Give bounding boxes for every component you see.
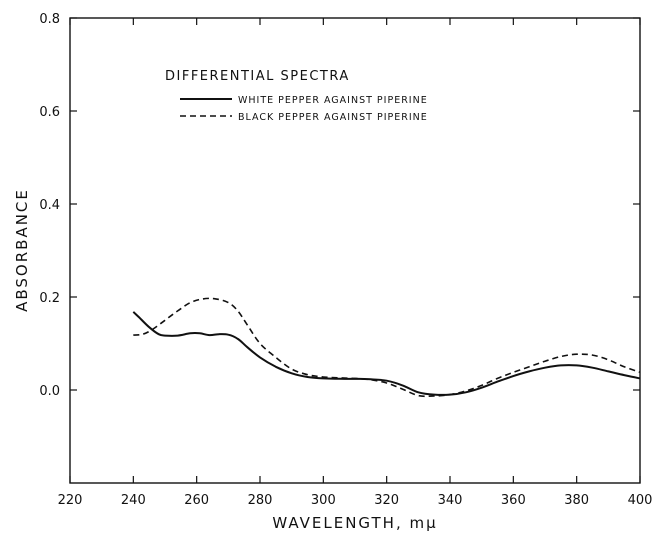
y-axis-label: ABSORBANCE [13,188,31,312]
tick-labels: 220 240 260 280 300 320 340 360 380 400 0.0 0.2 0.4 0… [39,12,652,508]
y-tick-label-0.4: 0.4 [39,198,60,213]
x-tick-label-320: 320 [374,493,399,508]
y-tick-label-0.0: 0.0 [39,384,60,399]
series-layer [132,297,641,398]
x-tick-label-360: 360 [501,493,526,508]
x-tick-label-220: 220 [58,493,83,508]
legend-title: DIFFERENTIAL SPECTRA [165,69,350,84]
legend-label-black-pepper: BLACK PEPPER AGAINST PIPERINE [238,112,428,123]
x-tick-label-380: 380 [564,493,589,508]
x-axis-label: WAVELENGTH, mμ [272,514,437,532]
x-tick-label-400: 400 [628,493,653,508]
y-tick-label-0.8: 0.8 [39,12,60,27]
x-tick-label-240: 240 [121,493,146,508]
x-tick-label-260: 260 [184,493,209,508]
x-tick-label-340: 340 [438,493,463,508]
legend: DIFFERENTIAL SPECTRA WHITE PEPPER AGAINS… [165,69,428,123]
plot-frame [69,17,641,484]
y-tick-label-0.2: 0.2 [39,291,60,306]
x-tick-label-300: 300 [311,493,336,508]
x-tick-label-280: 280 [248,493,273,508]
tick-marks [69,17,641,483]
y-tick-label-0.6: 0.6 [39,105,60,120]
legend-label-white-pepper: WHITE PEPPER AGAINST PIPERINE [238,95,428,106]
series-line-black-pepper [133,297,641,398]
